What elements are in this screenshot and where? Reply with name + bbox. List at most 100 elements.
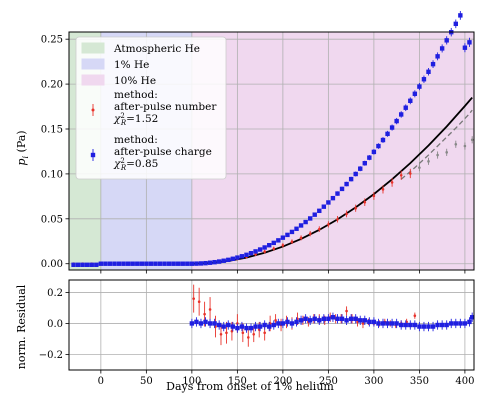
x-tick-label: 250 [319,376,338,387]
series-2 [71,10,472,267]
data-point [212,321,217,326]
data-point [285,319,290,325]
data-point [361,322,365,325]
data-point [317,227,321,231]
data-point [463,144,467,148]
data-point [281,244,285,247]
residual-plot-panel: 0 50 100 150 200 250 300 350 400 −0.2 0.0 0.2 [39,279,475,387]
data-point [276,238,281,243]
y-tick-label: −0.2 [39,350,63,361]
data-point [317,208,322,214]
data-point [135,261,140,266]
data-point [272,247,276,250]
data-point [467,40,472,45]
data-point [430,61,436,67]
data-point [94,262,99,267]
data-point [399,173,403,177]
data-point [254,252,257,256]
data-point [253,324,258,329]
data-point [89,262,94,267]
ylabel-subscript: i [21,156,30,159]
data-point [299,236,303,240]
data-point [344,181,349,187]
data-point [385,321,390,326]
data-point [307,216,313,221]
data-point [225,331,228,335]
data-point [389,125,395,130]
main-plot-panel: 0.00 0.05 0.10 0.15 0.20 0.25 Atmospheric He 1%… [41,10,475,274]
data-point [408,98,413,103]
data-point [385,131,390,137]
legend-swatch [81,42,105,54]
chi-subscript: R [120,164,127,172]
residual-axes-frame [68,279,475,371]
data-point [389,321,395,326]
data-point [235,255,240,260]
data-point [248,251,254,256]
data-point [312,316,317,321]
data-point [212,259,217,265]
data-point [427,160,430,163]
data-point [462,321,468,326]
data-point [253,249,258,254]
ylabel-unit: (Pa) [15,130,28,156]
data-point [345,309,348,313]
data-point [330,315,336,320]
data-point [380,137,386,143]
legend-label: method: [114,89,158,101]
data-point [262,322,267,328]
data-point [203,312,206,316]
data-point [339,316,345,321]
data-point [435,54,440,59]
data-point [376,143,381,149]
legend-marker [90,152,96,158]
data-point [417,84,422,89]
data-point [418,166,421,169]
data-point [308,232,312,235]
data-point [189,261,195,266]
data-point [362,318,367,323]
data-point [194,261,199,266]
data-point [289,321,295,326]
data-point [421,324,427,329]
legend-label: method: [114,134,158,146]
data-point [276,321,281,326]
data-point [371,319,377,325]
data-point [444,322,449,328]
data-point [312,212,317,217]
data-point [116,261,122,266]
data-point [271,322,276,328]
x-tick-label: 200 [273,376,292,387]
fit-curve-dashed [400,109,473,180]
y-tick-label: 0.25 [41,35,63,46]
data-point [166,261,172,266]
data-point [445,151,448,154]
data-point [372,194,376,198]
data-point [185,261,190,266]
data-point [207,260,213,265]
data-point [252,333,256,336]
data-point [453,321,458,326]
data-point [289,229,295,235]
data-point [335,316,340,321]
data-point [157,261,163,266]
chi-value: =1.52 [126,113,158,125]
data-point [348,316,354,321]
data-point [421,77,427,82]
data-point [362,161,367,166]
legend-label: after-pulse charge [114,146,212,158]
x-tick-label: 300 [364,376,383,387]
data-point [358,166,363,171]
data-point [469,315,475,320]
data-point [408,172,412,175]
data-point [430,324,436,329]
data-point [207,321,213,326]
data-point [226,257,231,263]
data-point [321,204,327,209]
chi-value: =0.85 [126,158,158,170]
y-tick-label: 0.10 [41,169,63,180]
data-point [327,223,330,226]
data-point [198,321,204,326]
data-point [348,176,354,182]
